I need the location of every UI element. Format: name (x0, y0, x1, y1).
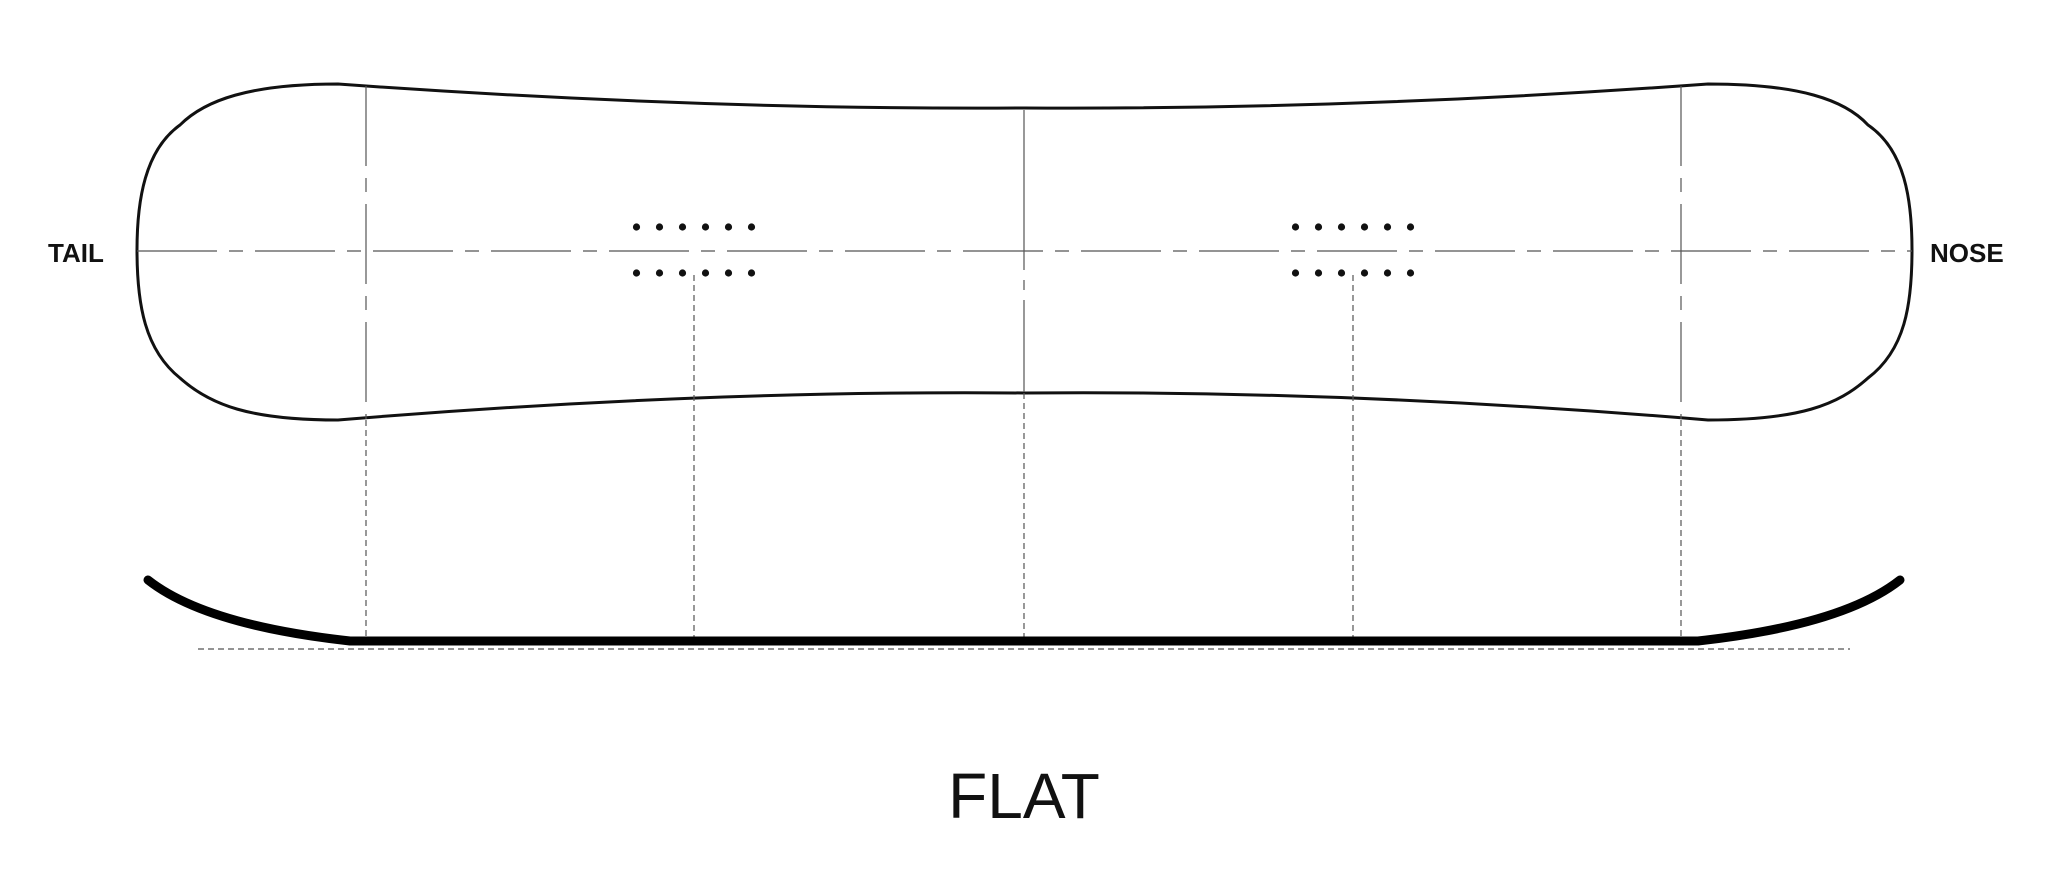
board-side-profile (143, 575, 1905, 646)
profile-type-label: FLAT (948, 760, 1100, 832)
nose-label: NOSE (1930, 238, 2004, 268)
rear-binding-insert-dot (655, 269, 664, 277)
rear-binding-insert-dot (655, 223, 664, 231)
rear-binding-insert-dot (632, 223, 641, 231)
rear-binding-insert-dot (632, 269, 641, 277)
board-outline-top-view (135, 82, 1914, 422)
tail-label: TAIL (48, 238, 104, 268)
rear-binding-insert-dot (747, 269, 756, 277)
rear-binding-insert-dot (701, 223, 710, 231)
front-binding-insert-dot (1337, 223, 1346, 231)
binding-inserts (632, 223, 1415, 277)
rear-binding-insert-dot (724, 269, 733, 277)
rear-binding-insert-dot (724, 223, 733, 231)
front-binding-insert-dot (1360, 269, 1369, 277)
front-binding-insert-dot (1337, 269, 1346, 277)
front-binding-insert-dot (1314, 223, 1323, 231)
rear-binding-insert-dot (678, 223, 687, 231)
front-binding-insert-dot (1406, 269, 1415, 277)
front-binding-insert-dot (1291, 269, 1300, 277)
front-binding-insert-dot (1383, 269, 1392, 277)
rear-binding-insert-dot (678, 269, 687, 277)
front-binding-insert-dot (1314, 269, 1323, 277)
front-binding-insert-dot (1406, 223, 1415, 231)
front-binding-insert-dot (1383, 223, 1392, 231)
rear-binding-insert-dot (701, 269, 710, 277)
rear-binding-insert-dot (747, 223, 756, 231)
front-binding-insert-dot (1360, 223, 1369, 231)
front-binding-insert-dot (1291, 223, 1300, 231)
